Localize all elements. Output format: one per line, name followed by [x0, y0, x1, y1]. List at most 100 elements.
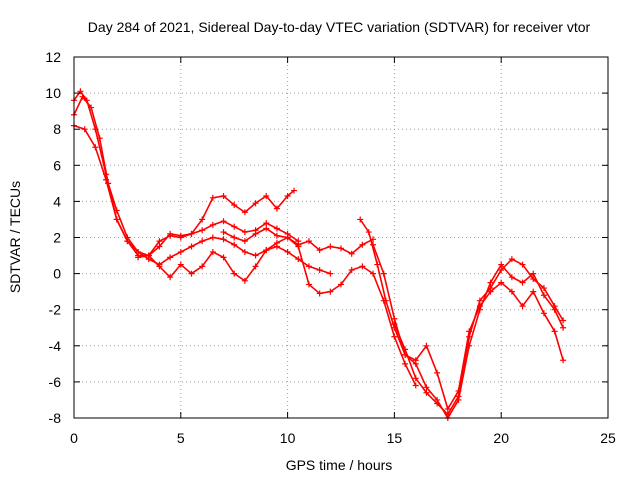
data-point [423, 342, 430, 349]
data-point [231, 223, 238, 230]
data-point [241, 238, 248, 245]
data-point [209, 248, 216, 255]
data-point [167, 274, 174, 281]
data-point [498, 261, 505, 268]
data-point [284, 248, 291, 255]
data-point [188, 230, 195, 237]
series-trace [359, 219, 564, 420]
series-track-4 [135, 234, 377, 284]
data-point [305, 238, 312, 245]
data-point [391, 321, 398, 328]
grid [74, 57, 608, 418]
data-point [382, 297, 389, 304]
data-point [209, 194, 216, 201]
data-point [252, 263, 259, 270]
y-tick-label: 4 [53, 193, 61, 209]
data-point [380, 270, 387, 277]
x-tick-label: 5 [177, 430, 185, 446]
data-point [220, 236, 227, 243]
data-point [188, 270, 195, 277]
data-point [327, 288, 334, 295]
data-point [199, 238, 206, 245]
data-point [316, 247, 323, 254]
data-point [92, 144, 99, 151]
data-point [156, 243, 163, 250]
y-tick-label: 0 [53, 266, 61, 282]
y-tick-label: 10 [45, 85, 61, 101]
data-point [263, 192, 270, 199]
data-point [88, 104, 95, 111]
data-point [508, 288, 515, 295]
data-point [135, 254, 142, 261]
data-point [560, 317, 567, 324]
data-point [519, 279, 526, 286]
data-point [540, 285, 547, 292]
data-point [316, 266, 323, 273]
data-point [81, 126, 88, 133]
x-axis-label: GPS time / hours [286, 457, 393, 473]
data-point [487, 279, 494, 286]
data-point [231, 234, 238, 241]
data-point [231, 202, 238, 209]
data-point [357, 216, 364, 223]
data-point [177, 261, 184, 268]
y-tick-label: 6 [53, 157, 61, 173]
data-point [487, 285, 494, 292]
data-point [519, 303, 526, 310]
data-point [530, 276, 537, 283]
data-point [316, 290, 323, 297]
data-point [220, 218, 227, 225]
data-point [327, 243, 334, 250]
data-point [444, 405, 451, 412]
data-point [359, 241, 366, 248]
data-point [96, 135, 103, 142]
data-point [113, 216, 120, 223]
y-tick-label: -4 [49, 338, 62, 354]
data-point [365, 229, 372, 236]
data-point [455, 393, 462, 400]
x-tick-label: 0 [70, 430, 78, 446]
data-point [305, 281, 312, 288]
data-point [188, 243, 195, 250]
series-trace [372, 244, 564, 411]
series-trace [73, 95, 299, 257]
data-point [295, 256, 302, 263]
data-point [263, 225, 270, 232]
data-point [498, 279, 505, 286]
x-tick-label: 10 [280, 430, 296, 446]
data-point [370, 241, 377, 248]
data-point [540, 292, 547, 299]
data-point [391, 315, 398, 322]
data-point [177, 234, 184, 241]
data-point [220, 254, 227, 261]
data-point [551, 328, 558, 335]
data-point [359, 263, 366, 270]
series-track-7 [370, 241, 567, 412]
data-point [156, 238, 163, 245]
data-point [135, 248, 142, 255]
data-point [423, 384, 430, 391]
data-point [273, 239, 280, 246]
data-point [231, 241, 238, 248]
data-point [79, 93, 86, 100]
data-point [560, 357, 567, 364]
series-track-6 [357, 216, 567, 421]
data-series [71, 88, 567, 421]
data-point [241, 277, 248, 284]
data-point [391, 333, 398, 340]
data-point [560, 324, 567, 331]
series-track-8 [391, 256, 567, 418]
data-point [273, 225, 280, 232]
data-point [348, 266, 355, 273]
data-point [263, 220, 270, 227]
data-point [167, 254, 174, 261]
data-point [530, 270, 537, 277]
data-point [338, 281, 344, 288]
data-point [402, 346, 409, 353]
data-point [209, 234, 216, 241]
data-point [199, 216, 206, 223]
data-point [199, 227, 206, 234]
data-point [370, 270, 377, 277]
data-point [209, 221, 216, 228]
